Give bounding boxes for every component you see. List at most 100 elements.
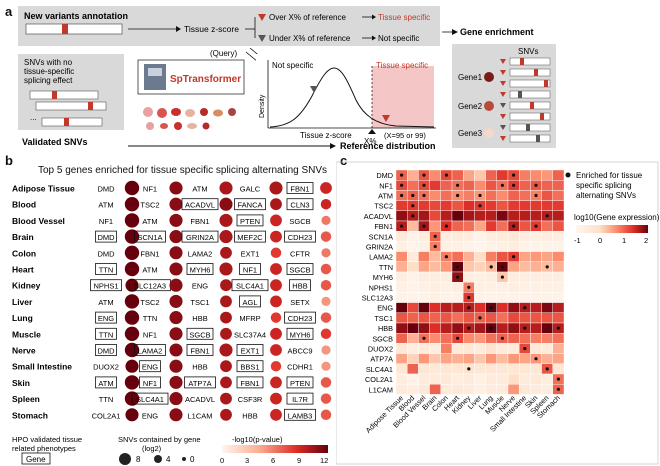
- hpo-legend-text: HPO validated tissue related phenotypes: [12, 435, 82, 453]
- heatmap-cell: [429, 353, 441, 365]
- heatmap-cell: [440, 383, 453, 395]
- heatmap-cell: [474, 230, 486, 242]
- enriched-dot: [489, 265, 493, 269]
- heatmap-cell: [395, 322, 408, 334]
- gene-label: TSC1: [190, 298, 209, 307]
- hpo-gene-box: [286, 198, 314, 211]
- heatmap-cell: [395, 251, 408, 262]
- heatmap-cell: [474, 373, 486, 385]
- enrichment-dot: [169, 375, 183, 389]
- heatmap-cell: [451, 230, 464, 242]
- heatmap-cell: [429, 292, 441, 303]
- enrichment-dot: [169, 230, 183, 244]
- density-label: Density: [259, 94, 266, 118]
- gene2-group: Gene2: [458, 90, 551, 121]
- gene-label: TSC2: [140, 201, 159, 210]
- gene3-label: Gene3: [458, 129, 483, 138]
- heatmap-cell: [395, 383, 408, 395]
- panel-b-figure: Adipose Tissue DMD NF1 ATM GALC FBN1 Blood ATM T…: [12, 180, 332, 465]
- enriched-dot: [489, 326, 493, 330]
- heatmap-cell: [485, 281, 498, 293]
- heatmap-cell: [541, 220, 554, 232]
- heatmap-cell: [395, 292, 408, 303]
- heatmap-cell: [485, 363, 498, 375]
- gene-label: NF1: [99, 217, 113, 226]
- heatmap-row-label: L1CAM: [369, 385, 393, 394]
- heatmap-cell: [474, 251, 486, 262]
- heatmap-cell: [518, 292, 531, 303]
- enrichment-dot: [270, 392, 282, 405]
- heatmap-row-label: COL2A1: [365, 375, 393, 384]
- heatmap-cell: [485, 332, 498, 344]
- heatmap-cell: [496, 281, 509, 293]
- heatmap-cell: [462, 383, 475, 395]
- enrichment-dot: [124, 375, 140, 390]
- heatmap-cell: [406, 363, 419, 375]
- heatmap-cell: [406, 302, 419, 314]
- hpo-gene-box: [139, 376, 161, 389]
- gene-label: NF1: [243, 266, 257, 275]
- heatmap-cell: [462, 251, 475, 262]
- hpo-gene-box: [284, 230, 316, 243]
- heatmap-row-label: SLC12A3: [362, 294, 393, 303]
- heatmap-cell: [451, 353, 464, 365]
- zscore-label: Tissue z-score: [184, 24, 239, 34]
- enrichment-dot: [169, 343, 183, 357]
- heatmap-cell: [507, 292, 520, 303]
- density-xaxis-label: Tissue z-score: [300, 131, 352, 140]
- heatmap-row-label: NPHS1: [369, 283, 393, 292]
- heatmap-cell: [507, 353, 520, 365]
- enrichment-dot: [270, 230, 282, 243]
- enriched-dot: [545, 367, 549, 371]
- heatmap-cell: [440, 241, 453, 252]
- gene-label: DMD: [97, 185, 115, 194]
- tissue-label: Small Intestine: [12, 362, 72, 372]
- hpo-gene-box: [236, 360, 264, 373]
- heatmap-cell: [518, 210, 531, 222]
- heatmap-cell: [406, 230, 419, 242]
- enriched-dot: [512, 255, 516, 259]
- enrichment-dot: [169, 213, 183, 227]
- gene-label: ACADVL: [185, 395, 215, 404]
- gene-label: LAMA2: [138, 347, 163, 356]
- gene-label: DMD: [97, 347, 115, 356]
- heatmap-cell: [462, 220, 475, 232]
- heatmap-cell: [518, 241, 531, 252]
- enrichment-dot: [125, 359, 139, 373]
- enriched-dot: [556, 387, 560, 391]
- tissue-label: Blood Vessel: [12, 216, 65, 226]
- hpo-gene-box: [286, 182, 314, 194]
- heatmap-cell: [474, 271, 486, 283]
- gene-label: ACADVL: [185, 201, 215, 210]
- enrichment-dot: [270, 344, 282, 356]
- enrichment-dot: [219, 213, 233, 227]
- hpo-gene-box: [134, 344, 166, 356]
- x-values: (X=95 or 99): [384, 131, 426, 140]
- enrichment-dot: [169, 359, 183, 373]
- gene-label: NF1: [143, 185, 157, 194]
- heatmap-cell: [418, 312, 430, 324]
- enriched-dot: [411, 214, 415, 218]
- gene-label: LAMA2: [188, 249, 213, 258]
- panel-a-letter: a: [5, 4, 13, 19]
- heatmap-cell: [451, 200, 464, 211]
- heatmap-cell: [507, 373, 520, 385]
- heatmap-cell: [474, 322, 486, 334]
- enriched-dot: [456, 265, 460, 269]
- enrichment-dot: [124, 342, 140, 358]
- heatmap-cell: [462, 343, 475, 354]
- heatmap-cell: [496, 292, 509, 303]
- gene-label: EXT1: [241, 347, 260, 356]
- tissue-label: Lung: [12, 313, 33, 323]
- heatmap-cell: [485, 343, 498, 354]
- gene-label: AGL: [242, 298, 257, 307]
- enrichment-dot: [270, 376, 282, 389]
- enrichment-dot: [219, 181, 233, 195]
- hpo-gene-box: [186, 344, 214, 356]
- over-marker: [382, 115, 390, 122]
- enriched-dot: [467, 306, 471, 310]
- heatmap-cell: [406, 312, 419, 324]
- heatmap-cell: [429, 190, 441, 201]
- enriched-dot: [534, 357, 538, 361]
- gene-label: SLC4A1: [236, 282, 264, 291]
